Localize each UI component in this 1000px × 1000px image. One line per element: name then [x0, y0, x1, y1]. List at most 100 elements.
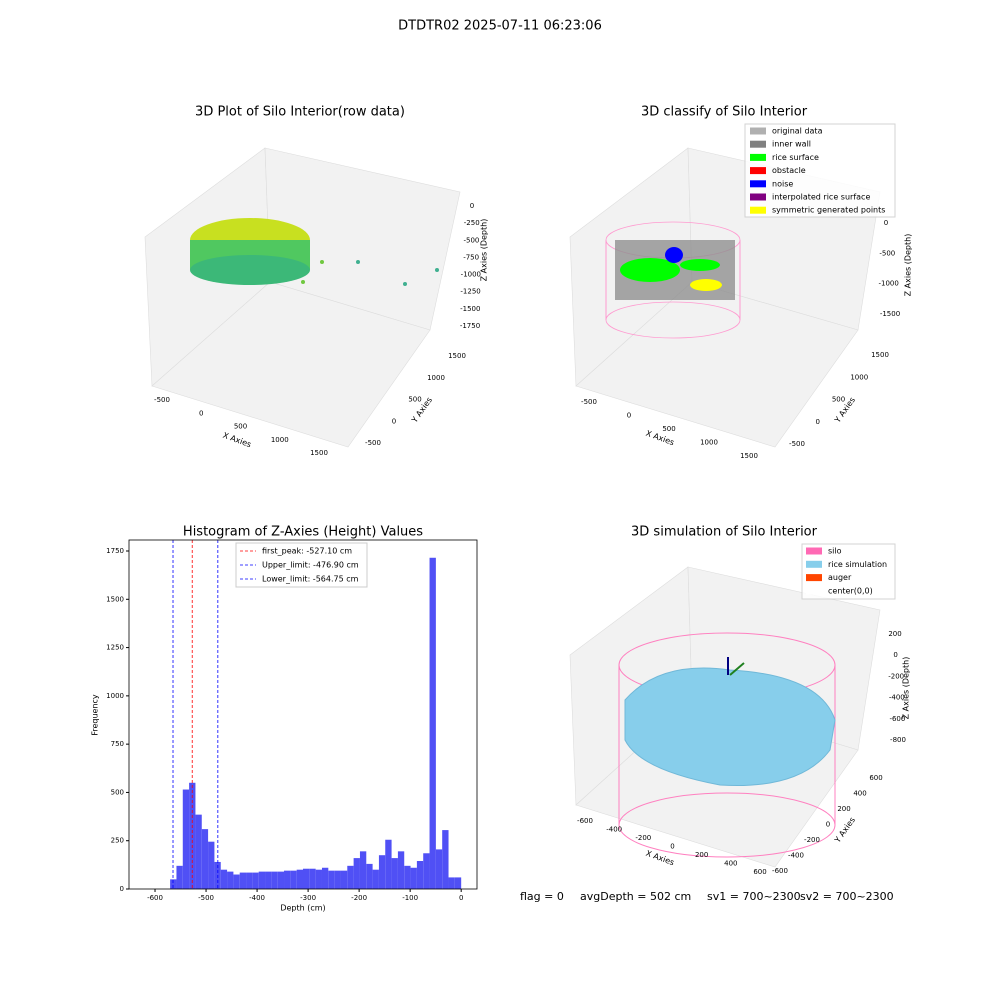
x-axis-label: X Axies [222, 431, 253, 450]
legend-swatch [750, 193, 766, 201]
y-tick-label: -600 [772, 867, 788, 875]
legend-label: obstacle [772, 166, 806, 175]
y-tick-label: 250 [111, 837, 124, 845]
z-tick-label: 0 [884, 219, 888, 227]
legend-label: noise [772, 179, 793, 188]
y-tick-label: 1000 [106, 692, 124, 700]
x-axis-label: X Axies [645, 849, 676, 868]
bar [296, 869, 303, 889]
x-tick-label: -100 [402, 894, 418, 902]
bar [271, 871, 278, 889]
y-tick-label: 1750 [106, 547, 124, 555]
bar [340, 870, 348, 889]
y-tick-label: 0 [392, 417, 396, 425]
legend-swatch [750, 153, 766, 161]
bar [454, 877, 462, 889]
bar [404, 865, 411, 889]
legend-swatch [750, 127, 766, 135]
legend-swatch [750, 180, 766, 188]
legend-swatch [750, 140, 766, 148]
bar [423, 853, 430, 889]
bar [372, 869, 379, 889]
y-tick-label: 500 [832, 396, 845, 404]
z-tick-label: -500 [879, 249, 895, 257]
y-tick-label: 1500 [106, 595, 124, 603]
x-tick-label: 1500 [310, 449, 328, 457]
z-tick-label: -1750 [460, 322, 480, 330]
y-tick-label: 500 [408, 396, 421, 404]
y-tick-label: 1000 [427, 374, 445, 382]
bar [201, 829, 209, 889]
y-tick-label: -500 [365, 439, 381, 447]
bar [353, 858, 360, 889]
bar [410, 867, 417, 889]
legend-hist [235, 542, 368, 588]
x-tick-label: -600 [147, 894, 163, 902]
z-tick-label: -800 [890, 736, 906, 744]
y-tick-label: 400 [853, 790, 866, 798]
bar [277, 871, 285, 889]
legend-label: center(0,0) [828, 586, 873, 595]
bar [233, 874, 240, 889]
z-tick-label: -1250 [460, 288, 480, 296]
z-tick-label: 0 [893, 651, 897, 659]
bar [239, 872, 247, 889]
x-tick-label: -500 [581, 398, 597, 406]
legend-label: inner wall [772, 140, 811, 149]
y-tick-label: 0 [120, 885, 124, 893]
z-tick-label: -200 [888, 672, 904, 680]
x-tick-label: 500 [234, 423, 247, 431]
decor-1 [144, 147, 461, 448]
x-tick-label: 500 [662, 425, 675, 433]
z-axis-label: Z Axies (Depth) [480, 219, 489, 282]
bar [435, 849, 443, 889]
footer-text: sv1 = 700~2300 [707, 890, 801, 903]
x-tick-label: 0 [199, 409, 203, 417]
legend-label: rice surface [772, 153, 819, 162]
x-tick-label: 0 [627, 412, 631, 420]
legend-label: original data [772, 127, 823, 136]
footer-text: sv2 = 700~2300 [800, 890, 894, 903]
bar [385, 839, 392, 889]
legend-label: Lower_limit: -564.75 cm [262, 575, 359, 584]
bar [284, 870, 291, 889]
bar [347, 865, 354, 889]
z-tick-label: -500 [463, 236, 479, 244]
bar [334, 870, 341, 889]
z-tick-label: -1000 [878, 280, 898, 288]
legend-swatch [750, 167, 766, 175]
z-tick-label: -750 [463, 253, 479, 261]
z-axis-label: Z Axies (Depth) [904, 234, 913, 297]
bar [246, 872, 253, 889]
bar [227, 871, 234, 889]
bar [258, 871, 266, 889]
chart-title: 3D Plot of Silo Interior(row data) [195, 105, 405, 120]
decor-4 [569, 566, 881, 868]
suptitle: DTDTR02 2025-07-11 06:23:06 [398, 19, 602, 34]
x-tick-label: 1000 [700, 439, 718, 447]
legend-label: silo [828, 547, 842, 556]
bar [321, 867, 329, 889]
bar [195, 814, 202, 889]
y-tick-label: 750 [111, 740, 124, 748]
y-tick-label: -200 [804, 836, 820, 844]
x-tick-label: -200 [635, 834, 651, 842]
y-tick-label: 1250 [106, 644, 124, 652]
x-tick-label: -200 [351, 894, 367, 902]
legend-swatch [750, 206, 766, 214]
x-tick-label: -400 [606, 826, 622, 834]
x-tick-label: 200 [695, 851, 708, 859]
y-tick-label: 0 [826, 821, 830, 829]
legend-label: auger [828, 573, 852, 582]
y-tick-label: 1500 [448, 352, 466, 360]
bar [416, 860, 424, 889]
bar [359, 851, 367, 889]
legend-label: first_peak: -527.10 cm [262, 547, 352, 556]
x-tick-label: -500 [154, 396, 170, 404]
footer-text: avgDepth = 502 cm [580, 890, 691, 903]
y-tick-label: 1500 [871, 351, 889, 359]
z-tick-label: -250 [464, 219, 480, 227]
legend-label: interpolated rice surface [772, 193, 870, 202]
bar [290, 870, 297, 889]
x-tick-label: 1000 [271, 436, 289, 444]
